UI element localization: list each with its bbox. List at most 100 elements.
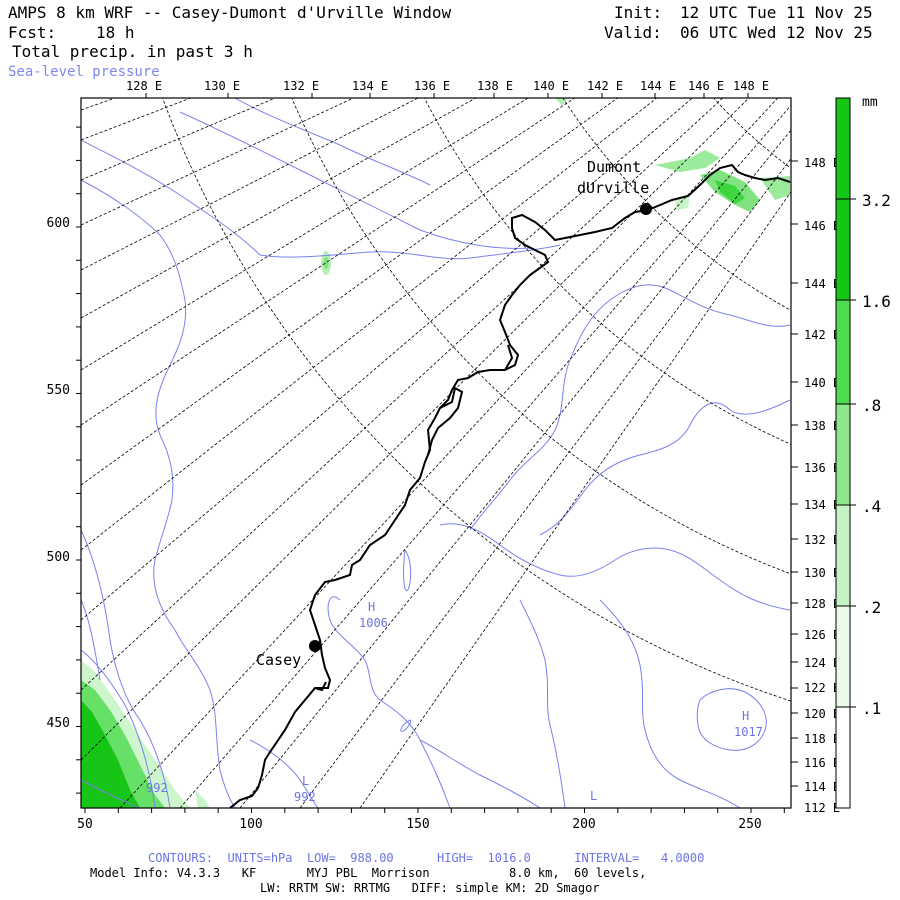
lon-label: 128 E [804,597,840,611]
grid-line [179,104,791,808]
dumont-durville-marker [640,203,652,215]
y-tick-label: 450 [47,716,70,731]
low-value: 992 [294,790,316,804]
grid-line [119,98,779,808]
station-label-casey: Casey [256,651,301,669]
lon-label: 140 E [804,376,840,390]
x-tick-label: 200 [572,817,595,832]
colorbar-label: 3.2 [862,191,891,210]
lon-label: 148 E [804,156,840,170]
y-tick-label: 600 [47,216,70,231]
station-label-durville: dUrville [577,179,649,197]
lon-label: 130 E [804,566,840,580]
lon-label: 138 E [804,419,840,433]
grid-line [299,157,791,808]
x-tick-label: 150 [406,817,429,832]
grid-line [81,98,192,141]
x-tick-label: 50 [77,817,93,832]
lon-label: 136 E [804,461,840,475]
contour-value: 992 [146,781,168,795]
axis-ticks [76,93,798,813]
colorbar-label: .4 [862,497,881,516]
colorbar-frame [835,97,851,809]
colorbar-segment [836,300,850,404]
colorbar-unit: mm [862,95,878,110]
lon-label: 114 E [804,780,840,794]
lon-label: 122 E [804,681,840,695]
colorbar-label: .8 [862,396,881,415]
lon-label: 128 E [126,79,162,93]
valid-label: Valid: [604,23,662,42]
bottom-grid-labels: 50 100 150 200 250 [77,817,762,832]
x-tick-label: 100 [239,817,262,832]
colorbar-label: 1.6 [862,292,891,311]
lon-label: 142 E [587,79,623,93]
plot-frame [80,97,792,809]
grid-line [81,98,724,691]
lon-label: 146 E [688,79,724,93]
low-label: L [302,774,309,788]
contours-info: CONTOURS: UNITS=hPa LOW= 988.00 HIGH= 10… [148,851,705,865]
lon-label: 132 E [283,79,319,93]
y-tick-label: 500 [47,550,70,565]
casey-marker [309,640,321,652]
grid-line [81,98,658,551]
lon-label: 126 E [804,628,840,642]
colorbar-segment [836,404,850,505]
lon-label: 134 E [352,79,388,93]
lon-label: 120 E [804,707,840,721]
field-name: Total precip. in past 3 h [12,42,253,61]
valid-value: 06 UTC Wed 12 Nov 25 [680,23,873,42]
lon-label: 148 E [733,79,769,93]
x-tick-label: 250 [738,817,761,832]
lon-label: 146 E [804,219,840,233]
grid-line [81,98,750,761]
grid-line [81,98,419,271]
lon-label: 124 E [804,656,840,670]
colorbar-segment [836,505,850,606]
lon-label: 140 E [533,79,569,93]
coastline [229,163,791,808]
high-value: 1006 [359,616,388,630]
station-label-dumont: Dumont [587,158,641,176]
contour-field-name: Sea-level pressure [8,64,160,80]
forecast-label: Fcst: [8,23,57,42]
left-grid-labels: 600 550 500 450 [47,216,70,731]
forecast-value: 18 h [96,23,135,42]
map-title: AMPS 8 km WRF -- Casey-Dumont d'Urville … [8,3,452,22]
pressure-contours [81,98,791,808]
lon-label: 134 E [804,498,840,512]
grid-line [81,98,477,319]
grid-circle [291,98,791,575]
low-label: L [590,789,597,803]
lon-label: 132 E [804,533,840,547]
lon-label: 118 E [804,732,840,746]
lon-label: 144 E [804,277,840,291]
init-label: Init: [614,3,663,22]
top-lon-labels: 128 E 130 E 132 E 134 E 136 E 138 E 140 … [126,79,769,93]
grid-circle [162,98,791,702]
lon-label: 136 E [414,79,450,93]
lon-label: 112 E [804,801,840,815]
lon-label: 142 E [804,328,840,342]
grid-line [81,98,355,226]
lon-label: 138 E [477,79,513,93]
grid-line [81,98,576,426]
grid-line [81,98,694,621]
colorbar-label: .2 [862,598,881,617]
colorbar-label: .1 [862,699,881,718]
high-label: H [368,600,375,614]
grid-line [81,98,619,486]
grid-circle [713,98,791,169]
colorbar-segment [836,606,850,707]
grid-line [359,191,791,808]
grid-circle [424,98,791,445]
precip-shading [81,98,790,808]
high-label: H [742,709,749,723]
grid-line [81,98,117,111]
model-info: Model Info: V4.3.3 KF MYJ PBL Morrison 8… [90,866,647,880]
high-value: 1017 [734,725,763,739]
grid-line [239,129,791,808]
pressure-labels: H 1006 H 1017 L 992 L 992 [146,600,763,804]
